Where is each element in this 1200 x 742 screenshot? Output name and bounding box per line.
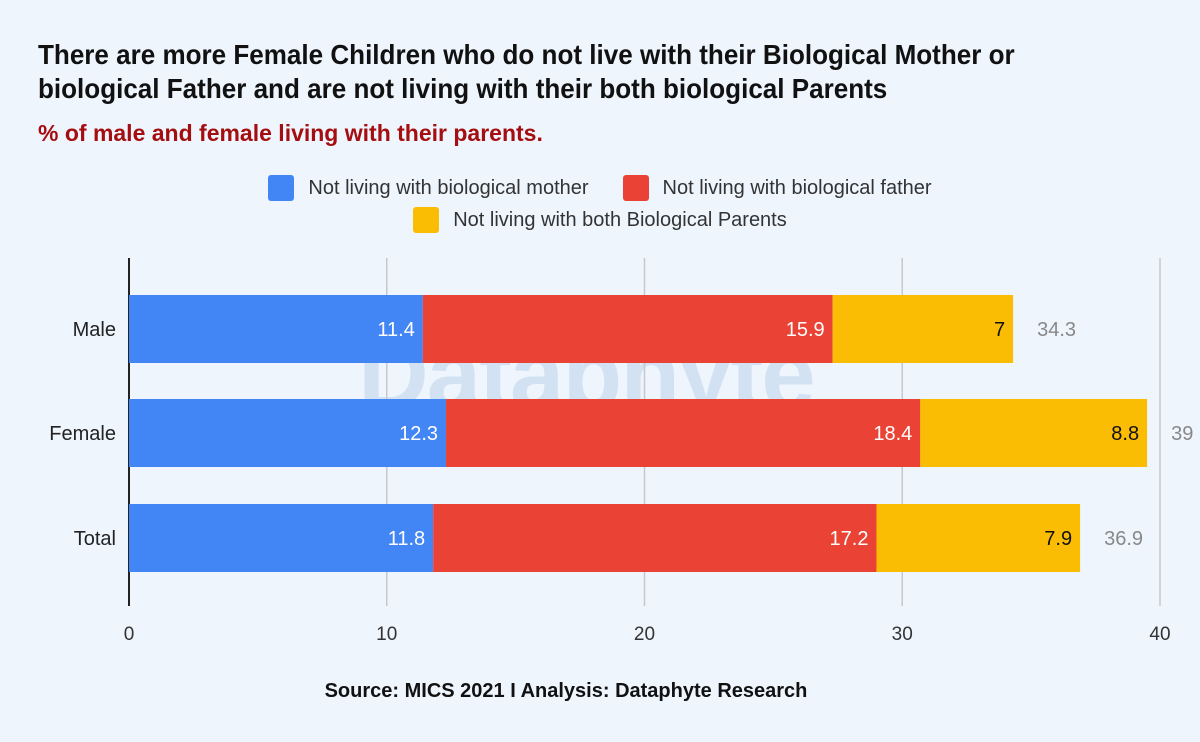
data-label-total-series-2: 7.9 xyxy=(1044,528,1072,550)
chart-subtitle: % of male and female living with their p… xyxy=(38,120,543,146)
data-label-total-series-1: 17.2 xyxy=(830,528,869,550)
legend-label-both: Not living with both Biological Parents xyxy=(453,208,787,231)
legend-swatch-both xyxy=(413,207,440,233)
bar-female-series-0 xyxy=(129,399,447,467)
legend-item-father[interactable]: Not living with biological father xyxy=(622,175,932,201)
bar-male-series-2 xyxy=(832,295,1014,363)
legend-item-both[interactable]: Not living with both Biological Parents xyxy=(413,207,787,233)
x-tick-label-0: 0 xyxy=(124,624,135,645)
data-label-total-series-0: 11.8 xyxy=(388,528,425,550)
x-tick-label-40: 40 xyxy=(1149,624,1170,645)
chart-title: There are more Female Children who do no… xyxy=(38,39,1015,104)
data-label-female-series-1: 18.4 xyxy=(873,423,912,445)
bar-total-series-1 xyxy=(433,504,877,572)
category-label-male: Male xyxy=(73,319,116,341)
total-label-total: 36.9 xyxy=(1104,528,1143,550)
data-label-male-series-0: 11.4 xyxy=(377,319,414,341)
legend: Not living with biological mother Not li… xyxy=(0,172,1200,236)
bar-female-series-2 xyxy=(920,399,1148,467)
total-label-male: 34.3 xyxy=(1037,319,1076,341)
legend-swatch-mother xyxy=(268,175,295,201)
category-label-female: Female xyxy=(49,423,116,445)
source-note: Source: MICS 2021 I Analysis: Dataphyte … xyxy=(324,680,808,702)
legend-label-father: Not living with biological father xyxy=(662,176,932,199)
data-label-male-series-2: 7 xyxy=(994,319,1005,341)
category-label-total: Total xyxy=(74,528,116,550)
bar-total-series-0 xyxy=(129,504,434,572)
bar-total-series-2 xyxy=(876,504,1081,572)
bar-male-series-1 xyxy=(422,295,833,363)
legend-swatch-father xyxy=(622,175,649,201)
total-label-female: 39 xyxy=(1171,423,1193,445)
x-tick-label-30: 30 xyxy=(892,624,913,645)
x-tick-label-10: 10 xyxy=(376,624,397,645)
bar-male-series-0 xyxy=(129,295,423,363)
data-label-female-series-0: 12.3 xyxy=(399,423,438,445)
data-label-female-series-2: 8.8 xyxy=(1111,423,1139,445)
bar-female-series-1 xyxy=(446,399,921,467)
legend-label-mother: Not living with biological mother xyxy=(308,176,589,199)
x-tick-label-20: 20 xyxy=(634,624,655,645)
legend-item-mother[interactable]: Not living with biological mother xyxy=(268,175,589,201)
data-label-male-series-1: 15.9 xyxy=(786,319,825,341)
